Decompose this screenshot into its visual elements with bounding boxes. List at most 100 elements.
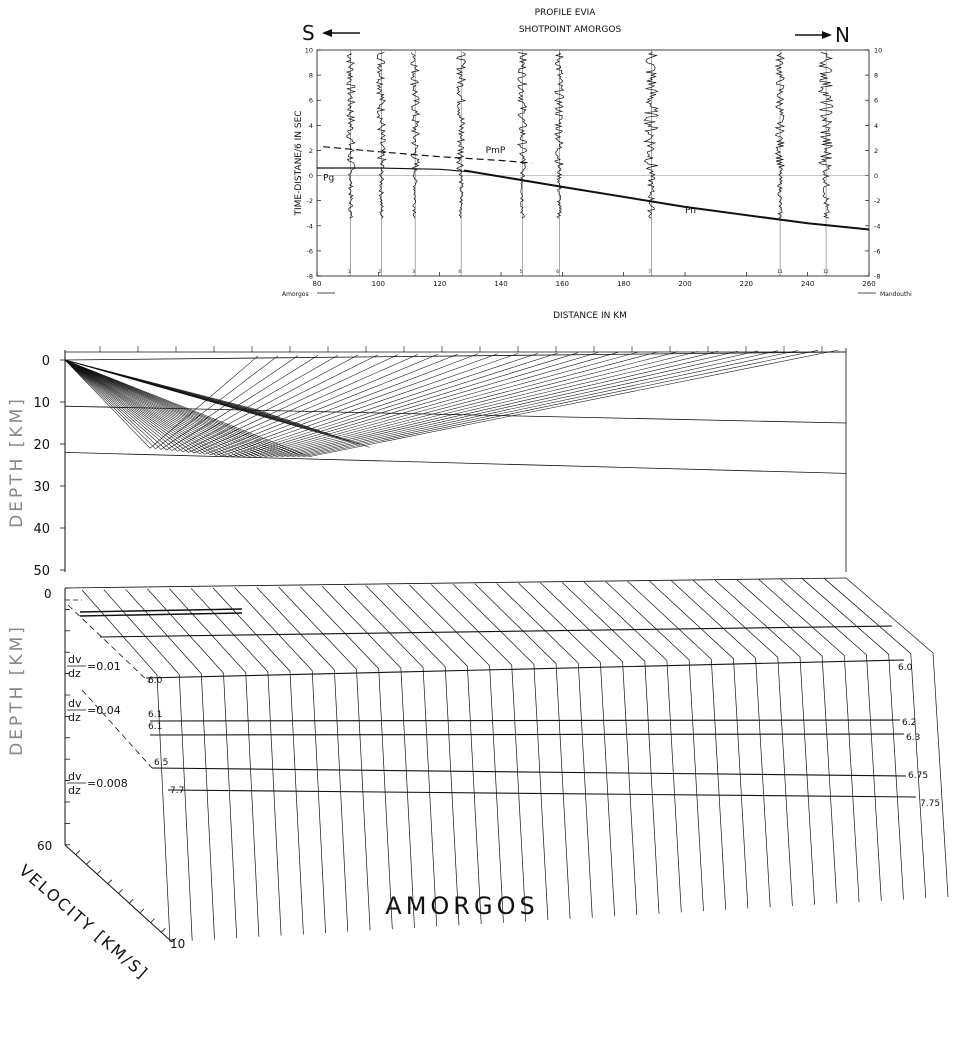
direction-south-label: S xyxy=(302,21,315,45)
record-y-tick-label-right: -8 xyxy=(874,273,880,281)
record-x-tick-label: 180 xyxy=(617,280,630,288)
ray-interface-line xyxy=(64,405,847,424)
record-y-ticks: 10 10 8 8 6 6 4 4 2 2 0 0 -2 -2 -4 -4 -6 -6 -8 -8 xyxy=(305,47,883,281)
record-y-tick-label: -2 xyxy=(307,197,313,205)
seismic-trace xyxy=(375,52,387,219)
ray-y-tick-label: 10 xyxy=(33,396,50,411)
record-x-tick-label: 80 xyxy=(313,280,322,288)
model-velocity-tick-10: 10 xyxy=(170,937,185,951)
record-title: PROFILE EVIA xyxy=(535,8,597,18)
gradient-annotation-3: dv dz =0.008 xyxy=(67,770,128,797)
record-y-tick-label: 4 xyxy=(309,122,313,130)
model-velocity-tick xyxy=(75,850,80,855)
model-fence-line xyxy=(474,583,571,919)
seismic-trace xyxy=(774,52,785,219)
gradient-3-numerator: dv xyxy=(68,770,82,783)
ray-path xyxy=(64,351,699,457)
model-upper-horizon-2 xyxy=(79,612,243,617)
vel-right-1: 6.0 xyxy=(898,663,913,673)
vel-right-3: 6.3 xyxy=(906,733,920,743)
ray-path xyxy=(64,354,359,452)
trace-number: 4 xyxy=(458,269,461,275)
ray-y-tick-label: 0 xyxy=(42,354,50,369)
ray-path xyxy=(64,353,519,457)
ray-y-tick-label: 50 xyxy=(33,564,50,579)
ray-path xyxy=(64,355,279,450)
trace-number: 2 xyxy=(378,269,381,275)
model-velocity-axis-label: VELOCITY [KM/S] xyxy=(15,861,152,983)
model-fence-line xyxy=(387,584,482,925)
ray-y-tick-label: 40 xyxy=(33,522,50,537)
model-velocity-ticks xyxy=(75,850,177,943)
model-velocity-tick xyxy=(107,879,113,885)
model-fence-lines xyxy=(81,577,949,943)
model-fence-line xyxy=(256,587,349,932)
model-fence-line xyxy=(278,586,371,931)
model-gradient-dash-1 xyxy=(67,604,151,684)
model-fence-line xyxy=(802,578,904,900)
ray-path xyxy=(64,355,319,451)
record-y-tick-label-right: 10 xyxy=(874,47,882,55)
ray-path xyxy=(64,353,479,456)
ray-path xyxy=(64,350,819,457)
model-fence-line xyxy=(169,588,260,937)
model-fence-line xyxy=(780,578,882,901)
model-depth-tick-60: 60 xyxy=(37,839,52,853)
ray-path xyxy=(64,352,599,457)
ray-path xyxy=(64,353,499,456)
record-phase-lines: Pg Pn PmP xyxy=(317,146,870,231)
vel-right-4: 6.75 xyxy=(908,771,928,781)
ray-path xyxy=(64,350,779,457)
ray-path xyxy=(64,350,739,457)
model-layer-boundary xyxy=(167,789,917,798)
model-upper-horizon xyxy=(79,608,243,613)
station-right-label: Mandouthi xyxy=(880,291,912,298)
model-fence-line xyxy=(649,580,749,909)
record-x-tick-label: 160 xyxy=(556,280,569,288)
model-fence-line xyxy=(845,577,949,898)
vel-left-3: 6.1 xyxy=(148,722,162,732)
record-y-tick-label: 6 xyxy=(309,97,313,105)
record-x-tick-label: 260 xyxy=(862,280,875,288)
gradient-2-numerator: dv xyxy=(68,697,82,710)
trace-number: 12 xyxy=(823,269,829,275)
model-layer-boundaries xyxy=(65,599,917,798)
record-y-tick-label-right: 8 xyxy=(874,72,878,80)
model-velocity-tick xyxy=(118,889,123,894)
record-x-axis-label: DISTANCE IN KM xyxy=(553,311,627,321)
model-fence-line xyxy=(212,587,304,935)
ray-interfaces xyxy=(64,405,847,474)
model-fence-line xyxy=(452,583,549,921)
ray-path xyxy=(64,352,539,457)
model-velocity-tick xyxy=(171,937,177,943)
seismic-trace xyxy=(455,52,467,219)
model-fence-line xyxy=(692,580,793,907)
velocity-model-panel: 0 60 10 DEPTH [KM] VELOCITY [KM/S] AMORG… xyxy=(7,577,949,983)
record-traces: 1 2 3 4 5 6 7 11 12 xyxy=(345,50,834,276)
model-fence-line xyxy=(343,585,438,927)
model-layer-boundary xyxy=(149,719,901,722)
record-y-tick-label: 8 xyxy=(309,72,313,80)
ray-tracing-panel: 0 10 20 30 40 50 DEPTH [KM] xyxy=(7,346,847,579)
record-y-axis-label: TIME-DISTANE/6 IN SEC xyxy=(294,110,304,216)
model-fence-line xyxy=(736,579,838,904)
ray-path xyxy=(64,352,619,457)
record-y-tick-label: 10 xyxy=(305,47,313,55)
direction-north-label: N xyxy=(835,23,850,47)
vel-left-2: 6.1 xyxy=(148,710,162,720)
model-fence-line xyxy=(518,582,615,917)
ray-path-short xyxy=(64,359,371,448)
model-fence-line xyxy=(81,589,171,943)
arrow-north-head-icon xyxy=(822,31,832,39)
record-x-tick-label: 220 xyxy=(740,280,753,288)
model-fence-line xyxy=(714,579,815,905)
ray-path xyxy=(64,351,639,457)
record-y-tick-label: -8 xyxy=(307,273,313,281)
phase-label: PmP xyxy=(486,146,506,156)
seismic-trace xyxy=(817,52,834,219)
trace-number: 1 xyxy=(348,269,351,275)
ray-top-ticks xyxy=(99,346,823,352)
model-fence-line xyxy=(103,589,193,941)
ray-path xyxy=(64,350,759,457)
